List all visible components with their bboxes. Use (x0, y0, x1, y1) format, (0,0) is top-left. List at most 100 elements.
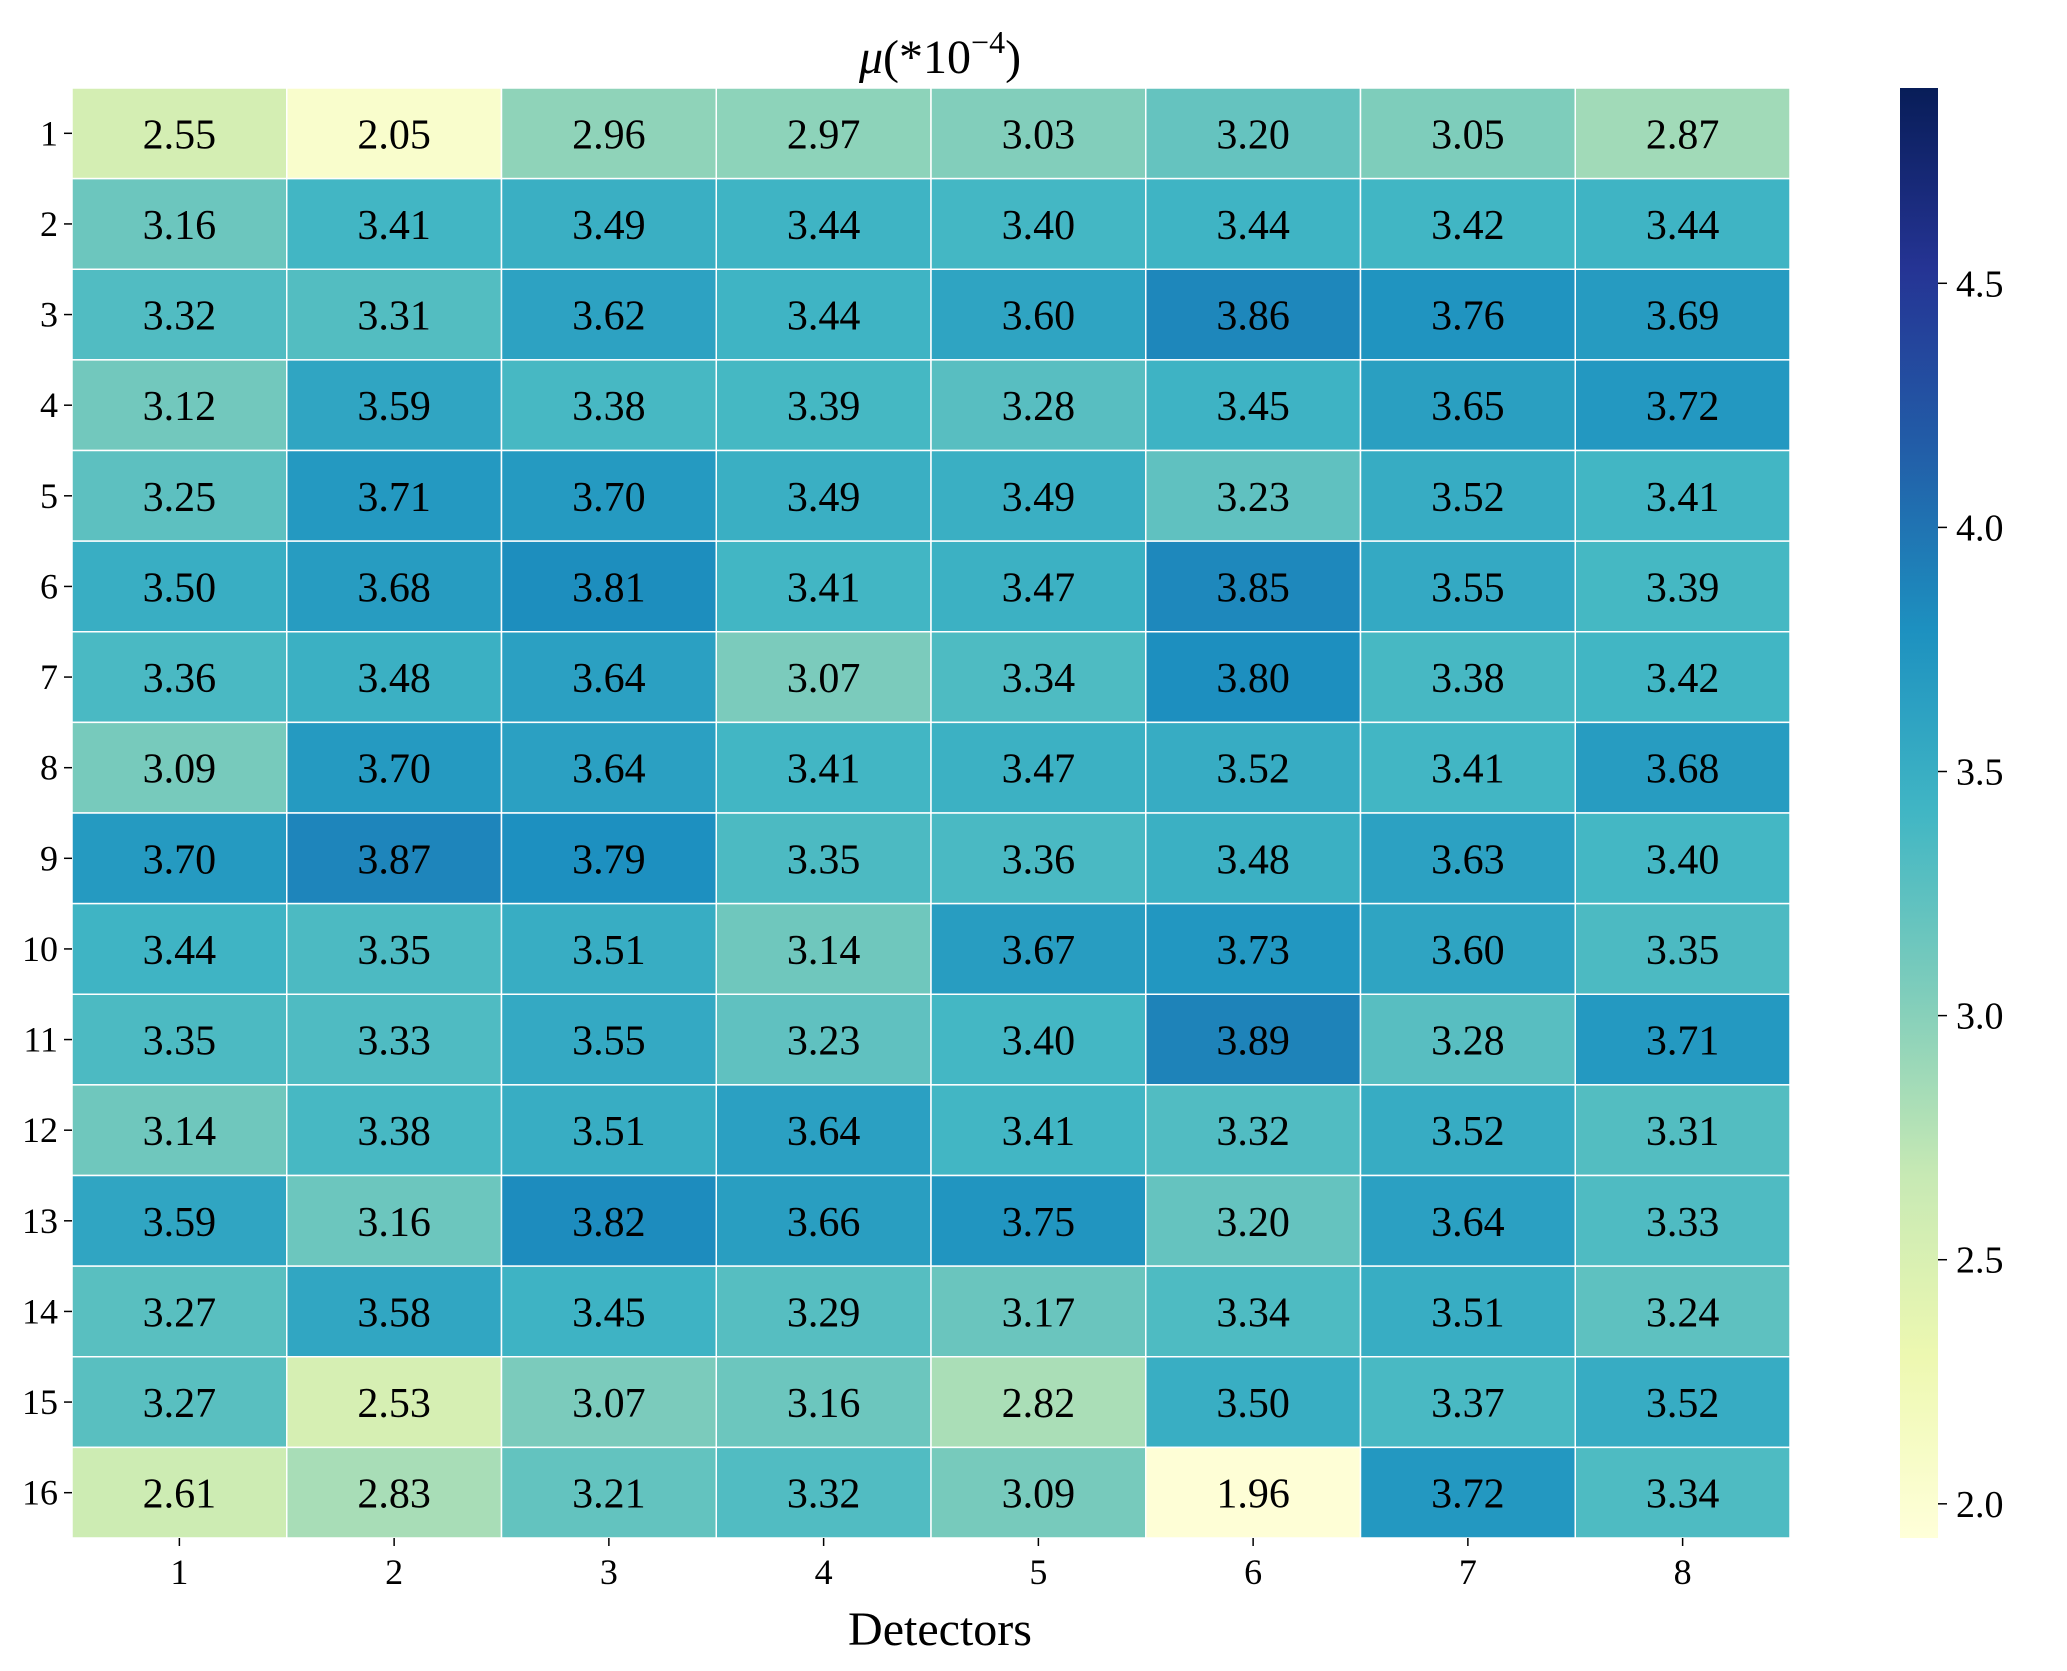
heatmap-cell (286, 631, 503, 724)
cell-value-label: 3.35 (1646, 928, 1720, 974)
cell-value-label: 3.48 (357, 656, 431, 702)
cell-value-label: 3.63 (1431, 837, 1505, 883)
heatmap-cell (1574, 631, 1791, 724)
heatmap-cell (286, 1174, 503, 1267)
cell-value-label: 3.38 (357, 1109, 431, 1155)
heatmap-cell (71, 1356, 288, 1449)
cell-value-label: 3.51 (1431, 1290, 1505, 1336)
heatmap-cell (715, 993, 932, 1086)
cell-value-label: 3.38 (1431, 656, 1505, 702)
heatmap-cell (1145, 87, 1362, 180)
cell-value-label: 3.49 (787, 475, 861, 521)
cell-value-label: 2.83 (357, 1472, 431, 1518)
cell-value-label: 3.87 (357, 837, 431, 883)
cell-value-label: 3.72 (1431, 1472, 1505, 1518)
cell-value-label: 3.35 (787, 837, 861, 883)
heatmap-cell (500, 359, 717, 452)
heatmap-cell (1145, 1446, 1362, 1539)
x-tick-label: 3 (600, 1552, 618, 1592)
chart-title-exponent: −4 (971, 24, 1005, 60)
heatmap-cell (930, 177, 1147, 270)
colorbar-tick-label: 3.5 (1956, 752, 2004, 794)
heatmap-cell (715, 268, 932, 361)
heatmap-cell (930, 540, 1147, 633)
y-tick-label: 1 (40, 113, 58, 153)
y-tick-label: 6 (40, 566, 58, 606)
cell-value-label: 3.70 (572, 475, 646, 521)
cell-value-label: 3.69 (1646, 294, 1720, 340)
cell-value-label: 3.36 (1002, 837, 1076, 883)
heatmap-cell (71, 87, 288, 180)
x-tick-label: 8 (1674, 1552, 1692, 1592)
heatmap-cell (1359, 268, 1576, 361)
cell-value-label: 3.60 (1002, 294, 1076, 340)
heatmap-cell (715, 1174, 932, 1267)
heatmap-cell (500, 721, 717, 814)
cell-value-label: 3.07 (572, 1381, 646, 1427)
y-tick-label: 2 (40, 204, 58, 244)
y-tick-label: 8 (40, 748, 58, 788)
cell-value-label: 3.37 (1431, 1381, 1505, 1427)
heatmap-cell (286, 540, 503, 633)
cell-value-label: 3.68 (357, 565, 431, 611)
cell-value-label: 3.52 (1431, 475, 1505, 521)
heatmap-cell (1359, 449, 1576, 542)
heatmap-cell (286, 1446, 503, 1539)
cell-value-label: 3.80 (1216, 656, 1290, 702)
heatmap-cell (1145, 631, 1362, 724)
cell-value-label: 3.48 (1216, 837, 1290, 883)
cell-value-label: 3.62 (572, 294, 646, 340)
heatmap-cell (286, 902, 503, 995)
cell-value-label: 3.14 (787, 928, 861, 974)
cell-value-label: 3.41 (1431, 747, 1505, 793)
heatmap-cells: 2.55 2.05 2.96 2.97 3.03 3.20 3.05 2.87 3.16 3.41… (71, 87, 1791, 1539)
heatmap-cell (500, 993, 717, 1086)
cell-value-label: 3.85 (1216, 565, 1290, 611)
cell-value-label: 3.75 (1002, 1200, 1076, 1246)
heatmap-cell (500, 812, 717, 905)
cell-value-label: 3.64 (1431, 1200, 1505, 1246)
x-tick-label: 4 (815, 1552, 833, 1592)
colorbar-tick-label: 3.0 (1956, 996, 2004, 1038)
heatmap-cell (71, 1084, 288, 1177)
cell-value-label: 3.32 (1216, 1109, 1290, 1155)
cell-value-label: 3.59 (357, 384, 431, 430)
y-tick-label: 7 (40, 657, 58, 697)
y-tick-label: 5 (40, 476, 58, 516)
cell-value-label: 3.44 (787, 294, 861, 340)
heatmap-cell (1574, 177, 1791, 270)
heatmap-cell (500, 1265, 717, 1358)
cell-value-label: 3.66 (787, 1200, 861, 1246)
heatmap-cell (71, 1265, 288, 1358)
cell-value-label: 2.96 (572, 112, 646, 158)
heatmap-cell (1145, 177, 1362, 270)
x-tick-label: 2 (385, 1552, 403, 1592)
x-tick-label: 7 (1459, 1552, 1477, 1592)
x-axis: 1 2 3 4 5 6 7 8 (170, 1538, 1692, 1592)
heatmap-cell (286, 812, 503, 905)
cell-value-label: 3.34 (1646, 1472, 1720, 1518)
heatmap-cell (930, 993, 1147, 1086)
heatmap-cell (1359, 1356, 1576, 1449)
cell-value-label: 3.23 (787, 1019, 861, 1065)
cell-value-label: 3.12 (143, 384, 217, 430)
cell-value-label: 3.42 (1646, 656, 1720, 702)
heatmap-cell (1145, 1084, 1362, 1177)
cell-value-label: 3.44 (1216, 203, 1290, 249)
cell-value-label: 3.36 (143, 656, 217, 702)
cell-value-label: 3.50 (143, 565, 217, 611)
cell-value-label: 2.61 (143, 1472, 217, 1518)
cell-value-label: 3.64 (572, 747, 646, 793)
cell-value-label: 3.28 (1002, 384, 1076, 430)
cell-value-label: 3.33 (357, 1019, 431, 1065)
heatmap-cell (286, 177, 503, 270)
cell-value-label: 3.29 (787, 1290, 861, 1336)
heatmap-cell (715, 812, 932, 905)
cell-value-label: 3.16 (787, 1381, 861, 1427)
y-tick-label: 12 (22, 1110, 58, 1150)
heatmap-cell (1145, 993, 1362, 1086)
cell-value-label: 3.32 (143, 294, 217, 340)
heatmap-cell (930, 268, 1147, 361)
